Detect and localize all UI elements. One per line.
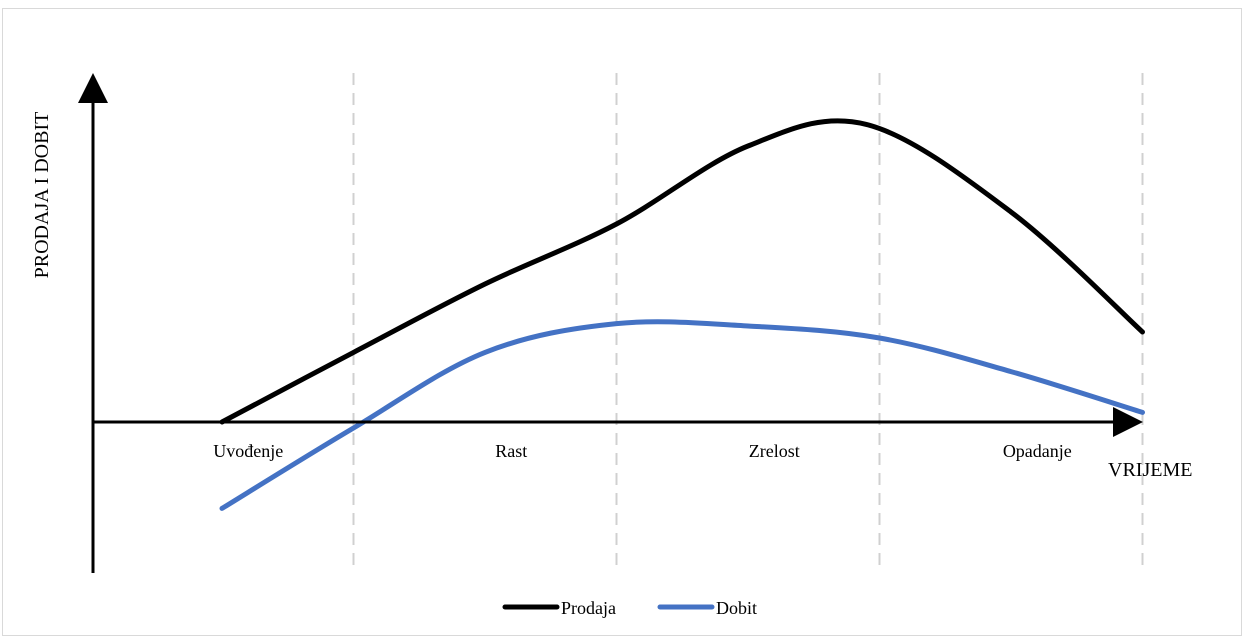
series-lines bbox=[219, 118, 1145, 511]
legend: Prodaja Dobit bbox=[502, 598, 757, 618]
series-line-prodaja bbox=[219, 118, 1145, 425]
category-label: Opadanje bbox=[1003, 441, 1072, 461]
category-labels: Uvođenje Rast Zrelost Opadanje bbox=[213, 441, 1071, 461]
x-axis-label: VRIJEME bbox=[1108, 459, 1192, 481]
series-line-dobit bbox=[219, 319, 1145, 511]
legend-label-dobit: Dobit bbox=[716, 598, 757, 618]
category-label: Zrelost bbox=[749, 441, 800, 461]
legend-label-prodaja: Prodaja bbox=[561, 598, 616, 618]
category-label: Rast bbox=[495, 441, 527, 461]
category-label: Uvođenje bbox=[213, 441, 283, 461]
y-axis-label: PRODAJA I DOBIT bbox=[31, 112, 53, 279]
